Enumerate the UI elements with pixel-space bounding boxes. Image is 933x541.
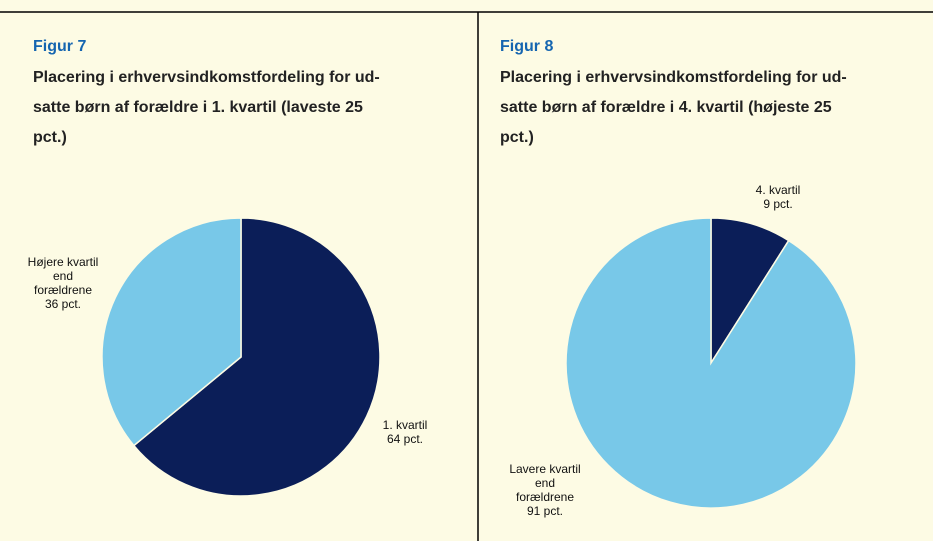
slice-value: 9 pct.: [763, 197, 793, 211]
chart-title: pct.): [500, 129, 534, 146]
chart-title: pct.): [33, 129, 67, 146]
slice-name: Højere kvartil end forældrene: [27, 255, 99, 297]
pie-slice: [565, 217, 857, 509]
figure-label: Figur 8: [500, 38, 554, 55]
chart-title: Placering i erhvervsindkomstfordeling fo…: [500, 69, 847, 86]
slice-label: 4. kvartil 9 pct.: [740, 183, 816, 211]
slice-value: 91 pct.: [526, 504, 564, 518]
pie-slice: [132, 217, 381, 497]
pie-slice: [710, 217, 790, 366]
slice-name: 4. kvartil: [755, 183, 801, 197]
figure-label: Figur 7: [33, 38, 87, 55]
pie-slice: [101, 217, 242, 447]
chart-title: satte børn af forældre i 4. kvartil (høj…: [500, 99, 832, 116]
slice-label: Højere kvartil end forældrene 36 pct.: [25, 255, 101, 311]
slice-value: 64 pct.: [386, 432, 424, 446]
chart-title: Placering i erhvervsindkomstfordeling fo…: [33, 69, 380, 86]
slice-name: Lavere kvartil end forældrene: [509, 462, 581, 504]
slice-name: 1. kvartil: [382, 418, 428, 432]
chart-title: satte børn af forældre i 1. kvartil (lav…: [33, 99, 363, 116]
slice-label: Lavere kvartil end forældrene 91 pct.: [507, 462, 583, 518]
slice-value: 36 pct.: [44, 297, 82, 311]
slice-label: 1. kvartil 64 pct.: [367, 418, 443, 446]
